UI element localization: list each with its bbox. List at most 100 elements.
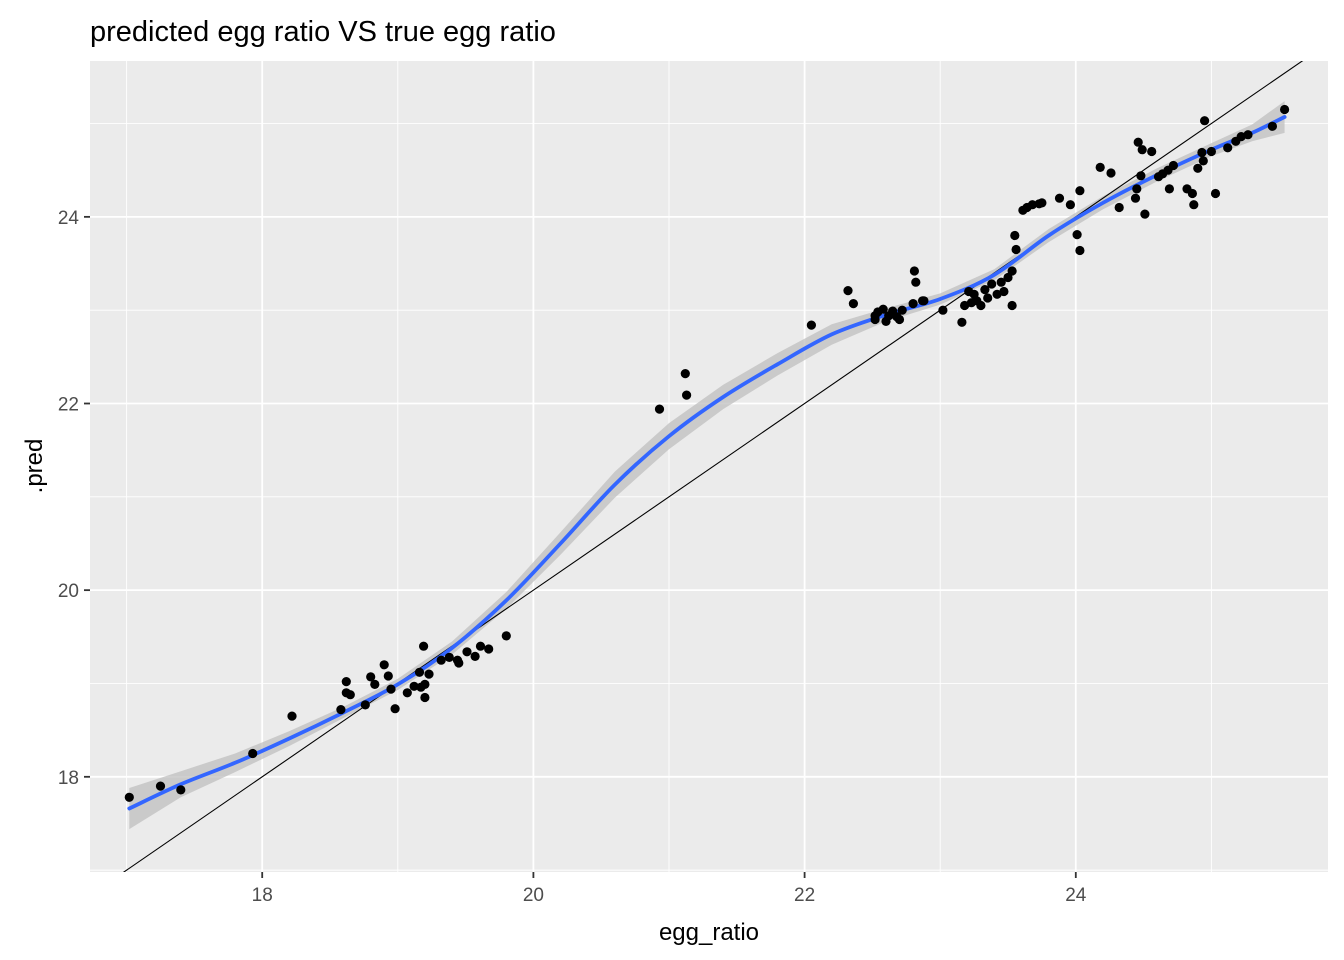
grid-major <box>90 61 1328 872</box>
data-point <box>420 692 430 703</box>
smooth-line <box>127 115 1287 811</box>
data-point <box>360 700 370 710</box>
data-point <box>419 641 429 651</box>
data-point <box>462 647 472 657</box>
data-point <box>1164 184 1174 194</box>
data-point <box>908 299 918 309</box>
data-point <box>1065 200 1075 210</box>
data-point <box>402 688 412 698</box>
data-point <box>1132 184 1142 194</box>
data-point <box>436 655 446 665</box>
data-point <box>1187 188 1197 199</box>
data-point <box>124 792 134 802</box>
data-point <box>176 785 186 795</box>
x-axis: 18 20 22 24 <box>252 872 1087 906</box>
data-point <box>1280 104 1290 115</box>
chart-title: predicted egg ratio VS true egg ratio <box>90 16 556 48</box>
data-point <box>682 390 692 400</box>
data-point <box>848 299 859 309</box>
data-point <box>911 277 921 287</box>
plot-panel <box>90 61 1328 872</box>
data-point <box>484 644 494 654</box>
data-point <box>1095 162 1105 172</box>
x-tick-label: 20 <box>523 885 544 906</box>
data-point <box>987 279 997 289</box>
data-point <box>654 404 665 414</box>
data-point <box>680 369 690 379</box>
data-point <box>1072 230 1082 240</box>
data-point <box>1075 186 1085 196</box>
data-point <box>287 711 297 721</box>
data-point <box>806 320 817 330</box>
data-point <box>379 660 389 670</box>
data-point <box>878 304 888 314</box>
data-point <box>1133 137 1143 147</box>
data-point <box>980 285 990 295</box>
data-point <box>454 658 464 668</box>
x-axis-title: egg_ratio <box>659 919 759 946</box>
y-tick-label: 18 <box>58 768 79 789</box>
data-point <box>919 296 929 306</box>
data-point <box>957 317 967 327</box>
data-point <box>996 277 1006 287</box>
data-point <box>1114 202 1124 213</box>
data-point <box>248 748 258 759</box>
data-point <box>894 314 905 325</box>
data-point <box>1210 188 1221 199</box>
data-point <box>1007 300 1017 311</box>
data-point <box>366 672 376 682</box>
data-point <box>1193 163 1203 173</box>
y-axis: 18 20 22 24 <box>58 208 90 789</box>
data-point <box>1267 121 1277 131</box>
x-tick-label: 18 <box>252 885 273 906</box>
data-point <box>1136 171 1146 181</box>
data-point <box>424 669 434 679</box>
data-point <box>1147 146 1157 157</box>
data-point <box>470 651 480 662</box>
data-point <box>1243 130 1253 140</box>
data-point <box>414 667 425 677</box>
identity-line <box>122 61 1304 872</box>
data-point <box>1106 168 1116 178</box>
data-point <box>1054 193 1065 203</box>
y-tick-label: 20 <box>58 581 79 602</box>
data-point <box>1137 145 1147 155</box>
data-point <box>983 293 993 303</box>
data-point <box>345 690 355 700</box>
data-point <box>870 314 880 325</box>
data-point <box>1075 245 1085 256</box>
data-point <box>897 305 907 315</box>
y-tick-label: 24 <box>58 208 80 229</box>
data-point <box>1130 193 1141 203</box>
data-point <box>383 671 393 681</box>
data-point <box>1140 209 1150 219</box>
data-point <box>1197 147 1207 158</box>
grid-minor <box>90 61 1328 872</box>
data-point <box>1027 200 1037 210</box>
data-point <box>1223 143 1233 153</box>
data-point <box>341 677 351 687</box>
data-point <box>909 266 920 276</box>
data-point <box>976 300 986 311</box>
data-point <box>1198 156 1208 166</box>
y-tick-label: 22 <box>58 395 79 416</box>
data-point <box>409 681 419 691</box>
data-point <box>1200 116 1210 126</box>
data-point <box>843 286 853 296</box>
identity-line-path <box>122 61 1304 872</box>
data-point <box>370 679 380 690</box>
data-point <box>1206 146 1216 157</box>
data-point <box>1037 198 1047 208</box>
data-point <box>1168 160 1178 171</box>
y-axis-title: .pred <box>21 439 48 494</box>
x-tick-label: 22 <box>794 885 815 906</box>
data-point <box>444 652 454 663</box>
data-point <box>155 781 166 791</box>
data-points <box>124 104 1290 802</box>
data-point <box>1007 266 1017 276</box>
data-point <box>420 679 430 690</box>
data-point <box>390 704 400 714</box>
x-tick-label: 24 <box>1065 885 1087 906</box>
data-point <box>386 684 396 694</box>
